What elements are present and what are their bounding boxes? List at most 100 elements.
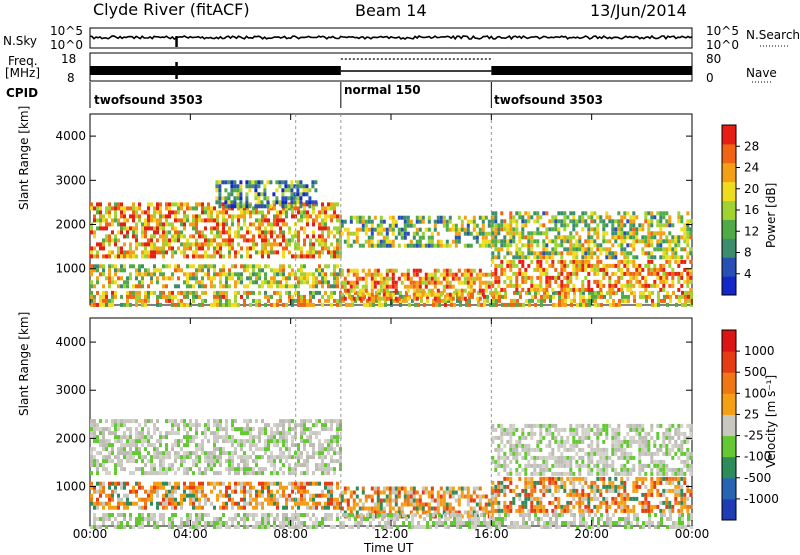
power-cell [540, 295, 543, 299]
velocity-cell [120, 435, 123, 439]
power-cell [123, 206, 126, 210]
power-cell [407, 220, 410, 224]
velocity-cell [315, 423, 318, 427]
power-cell [222, 268, 225, 272]
power-cell [303, 264, 306, 268]
power-cell [350, 232, 353, 236]
velocity-cell [318, 443, 321, 447]
y-tick-label: 2000 [55, 218, 86, 232]
power-cell [557, 219, 560, 223]
power-cell [302, 192, 305, 196]
velocity-cell [126, 435, 129, 439]
velocity-cell [647, 509, 650, 513]
power-cell [683, 280, 686, 284]
velocity-cell [198, 459, 201, 463]
power-cell [249, 246, 252, 250]
power-cell [449, 281, 452, 285]
velocity-cell [135, 447, 138, 451]
velocity-cell [132, 502, 135, 506]
power-cell [563, 268, 566, 272]
velocity-cell [213, 439, 216, 443]
velocity-cell [602, 485, 605, 489]
power-cell [395, 224, 398, 228]
power-cell [327, 284, 330, 288]
power-cell [621, 295, 624, 299]
colorbar-tick-label: 24 [744, 161, 759, 175]
velocity-cell [153, 455, 156, 459]
power-cell [498, 299, 501, 303]
power-cell [551, 239, 554, 243]
power-cell [371, 277, 374, 281]
power-cell [500, 227, 503, 231]
power-cell [509, 264, 512, 268]
power-cell [227, 180, 230, 184]
power-cell [123, 242, 126, 246]
velocity-cell [237, 471, 240, 475]
velocity-cell [330, 494, 333, 498]
power-cell [467, 228, 470, 232]
velocity-cell [93, 490, 96, 494]
power-cell [102, 238, 105, 242]
power-cell [431, 273, 434, 277]
velocity-cell [273, 494, 276, 498]
velocity-cell [327, 494, 330, 498]
power-cell [257, 204, 260, 208]
velocity-cell [168, 467, 171, 471]
velocity-cell [545, 424, 548, 428]
velocity-cell [264, 451, 267, 455]
power-cell [524, 243, 527, 247]
velocity-cell [533, 424, 536, 428]
velocity-cell [255, 443, 258, 447]
velocity-cell [291, 467, 294, 471]
power-cell [312, 276, 315, 280]
velocity-cell [93, 463, 96, 467]
power-cell [108, 206, 111, 210]
power-cell [198, 254, 201, 258]
velocity-cell [638, 477, 641, 481]
power-cell [309, 295, 312, 299]
power-cell [399, 291, 402, 295]
velocity-cell [90, 498, 93, 502]
power-cell [665, 247, 668, 251]
power-cell [626, 284, 629, 288]
velocity-cell [186, 455, 189, 459]
power-cell [138, 272, 141, 276]
velocity-cell [527, 497, 530, 501]
velocity-cell [183, 419, 186, 423]
velocity-cell [234, 447, 237, 451]
power-cell [623, 247, 626, 251]
velocity-cell [225, 427, 228, 431]
velocity-cell [386, 487, 389, 491]
velocity-cell [324, 463, 327, 467]
power-cell [650, 272, 653, 276]
power-cell [153, 246, 156, 250]
power-cell [656, 239, 659, 243]
velocity-cell [590, 489, 593, 493]
velocity-cell [267, 455, 270, 459]
velocity-cell [264, 447, 267, 451]
power-cell [108, 250, 111, 254]
velocity-cell [228, 459, 231, 463]
power-cell [378, 303, 381, 307]
power-cell [401, 228, 404, 232]
power-cell [594, 291, 597, 295]
velocity-cell [608, 505, 611, 509]
velocity-cell [497, 448, 500, 452]
velocity-cell [129, 447, 132, 451]
power-cell [476, 240, 479, 244]
velocity-cell [189, 498, 192, 502]
power-cell [120, 226, 123, 230]
velocity-cell [204, 435, 207, 439]
power-cell [524, 219, 527, 223]
power-cell [674, 235, 677, 239]
power-cell [602, 284, 605, 288]
power-cell [683, 223, 686, 227]
velocity-cell [506, 464, 509, 468]
power-cell [425, 277, 428, 281]
power-cell [210, 210, 213, 214]
power-cell [659, 288, 662, 292]
velocity-cell [509, 444, 512, 448]
power-cell [257, 200, 260, 204]
power-cell [680, 255, 683, 259]
power-cell [434, 285, 437, 289]
